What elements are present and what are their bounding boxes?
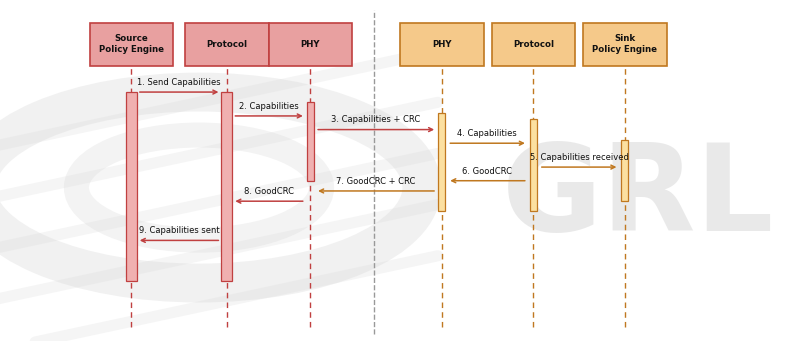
Text: 7. GoodCRC + CRC: 7. GoodCRC + CRC <box>336 177 416 186</box>
Bar <box>439 113 446 211</box>
Bar <box>221 92 232 281</box>
Text: 5. Capabilities received: 5. Capabilities received <box>530 153 629 162</box>
Bar <box>307 102 314 181</box>
Text: 2. Capabilities: 2. Capabilities <box>239 102 299 111</box>
Text: 9. Capabilities sent: 9. Capabilities sent <box>139 226 220 235</box>
Text: Protocol: Protocol <box>513 40 554 49</box>
Text: PHY: PHY <box>301 40 320 49</box>
FancyBboxPatch shape <box>492 23 575 65</box>
Text: Source
Policy Engine: Source Policy Engine <box>99 34 164 54</box>
Text: Protocol: Protocol <box>206 40 248 49</box>
FancyBboxPatch shape <box>89 23 174 65</box>
FancyBboxPatch shape <box>269 23 352 65</box>
Text: 8. GoodCRC: 8. GoodCRC <box>244 187 294 196</box>
Text: Sink
Policy Engine: Sink Policy Engine <box>592 34 657 54</box>
Text: PHY: PHY <box>432 40 451 49</box>
Text: 3. Capabilities + CRC: 3. Capabilities + CRC <box>331 116 420 124</box>
FancyBboxPatch shape <box>185 23 268 65</box>
Text: 4. Capabilities: 4. Capabilities <box>457 129 517 138</box>
Text: 6. GoodCRC: 6. GoodCRC <box>462 167 512 176</box>
Bar <box>622 140 629 201</box>
Text: GRL: GRL <box>501 139 774 256</box>
FancyBboxPatch shape <box>400 23 484 65</box>
FancyBboxPatch shape <box>583 23 667 65</box>
Bar <box>126 92 137 281</box>
Bar <box>530 119 537 211</box>
Text: 1. Send Capabilities: 1. Send Capabilities <box>137 78 221 87</box>
